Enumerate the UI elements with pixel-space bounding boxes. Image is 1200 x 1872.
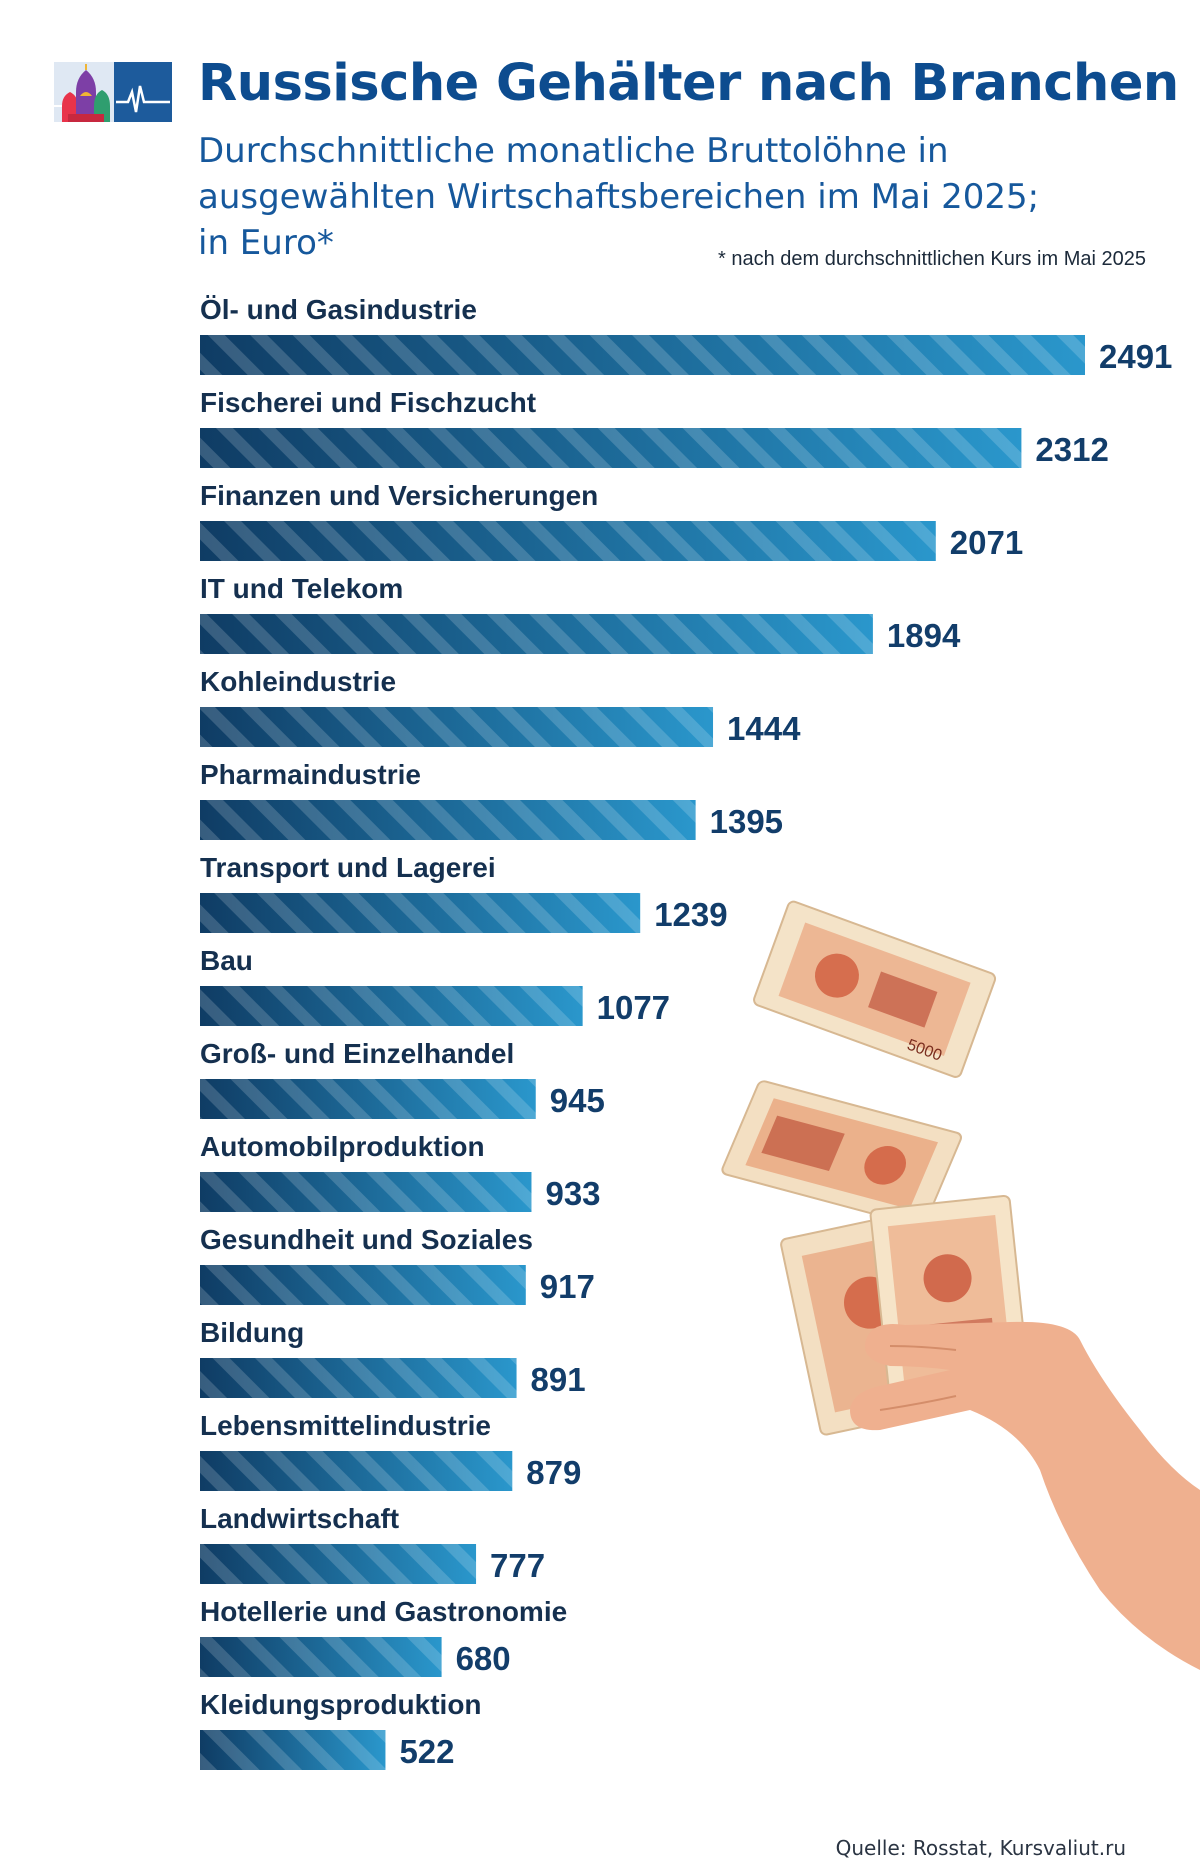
value-label: 1077 — [597, 989, 670, 1026]
value-label: 522 — [399, 1733, 454, 1770]
bar-stripe-overlay — [200, 1079, 536, 1119]
bar-stripe-overlay — [200, 986, 583, 1026]
category-label: Automobilproduktion — [200, 1131, 485, 1162]
value-label: 917 — [540, 1268, 595, 1305]
subtitle: Durchschnittliche monatliche Bruttolöhne… — [198, 128, 1098, 266]
category-label: Pharmaindustrie — [200, 759, 421, 790]
bar-stripe-overlay — [200, 1265, 526, 1305]
bar-stripe-overlay — [200, 1544, 477, 1584]
page-title: Russische Gehälter nach Branchen — [198, 54, 1179, 113]
category-label: Kohleindustrie — [200, 666, 396, 697]
source-note: Quelle: Rosstat, Kursvaliut.ru — [835, 1836, 1126, 1860]
category-label: Landwirtschaft — [200, 1503, 399, 1534]
subtitle-line-1: Durchschnittliche monatliche Bruttolöhne… — [198, 131, 949, 171]
value-label: 933 — [545, 1175, 600, 1212]
value-label: 1239 — [654, 896, 727, 933]
bar-stripe-overlay — [200, 335, 1085, 375]
footnote: * nach dem durchschnittlichen Kurs im Ma… — [718, 248, 1146, 270]
value-label: 680 — [456, 1640, 511, 1677]
value-label: 1894 — [887, 617, 961, 654]
value-label: 879 — [526, 1454, 581, 1491]
banknotes-hand-illustration: 5000 — [721, 900, 1200, 1670]
bar-stripe-overlay — [200, 428, 1022, 468]
value-label: 891 — [531, 1361, 586, 1398]
ruble-banknote-icon: 5000 — [753, 900, 997, 1078]
kremlin-logo-icon — [54, 62, 172, 122]
value-label: 1395 — [710, 803, 783, 840]
category-label: Bildung — [200, 1317, 304, 1348]
category-label: Groß- und Einzelhandel — [200, 1038, 514, 1069]
bar-stripe-overlay — [200, 1637, 442, 1677]
category-label: Finanzen und Versicherungen — [200, 480, 598, 511]
subtitle-line-2: ausgewählten Wirtschaftsbereichen im Mai… — [198, 177, 1040, 217]
value-label: 2071 — [950, 524, 1023, 561]
bar-stripe-overlay — [200, 1730, 386, 1770]
bar-stripe-overlay — [200, 1358, 517, 1398]
value-label: 945 — [550, 1082, 605, 1119]
category-label: Fischerei und Fischzucht — [200, 387, 536, 418]
value-label: 777 — [490, 1547, 545, 1584]
value-label: 2491 — [1099, 338, 1172, 375]
subtitle-line-3: in Euro* — [198, 223, 334, 263]
category-label: Bau — [200, 945, 253, 976]
bar-stripe-overlay — [200, 893, 641, 933]
bars-group: Öl- und Gasindustrie 2491 Fischerei und Fi… — [200, 294, 1172, 1770]
bar-stripe-overlay — [200, 707, 714, 747]
hand-icon — [850, 1321, 1200, 1670]
category-label: IT und Telekom — [200, 573, 403, 604]
bar-stripe-overlay — [200, 1451, 513, 1491]
category-label: Lebensmittelindustrie — [200, 1410, 491, 1441]
category-label: Öl- und Gasindustrie — [200, 294, 477, 325]
category-label: Gesundheit und Soziales — [200, 1224, 533, 1255]
value-label: 2312 — [1035, 431, 1108, 468]
bar-stripe-overlay — [200, 800, 696, 840]
category-label: Hotellerie und Gastronomie — [200, 1596, 567, 1627]
bar-stripe-overlay — [200, 1172, 532, 1212]
category-label: Kleidungsproduktion — [200, 1689, 482, 1720]
bar-stripe-overlay — [200, 521, 936, 561]
category-label: Transport und Lagerei — [200, 852, 496, 883]
bar-stripe-overlay — [200, 614, 873, 654]
value-label: 1444 — [727, 710, 801, 747]
ruble-banknote-icon — [721, 1080, 962, 1227]
